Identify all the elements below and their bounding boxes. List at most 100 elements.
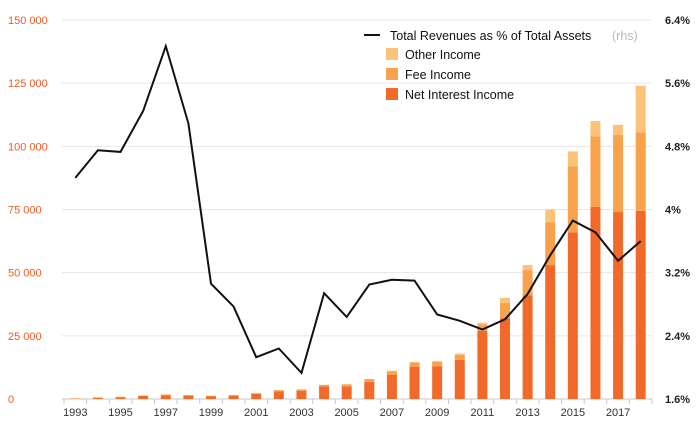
bar-segment-net-interest-income [319,386,330,399]
y-tick-label-right: 1.6% [665,394,690,406]
bar-segment-other-income [500,297,510,303]
bar-segment-net-interest-income [251,393,262,399]
x-tick-label: 2005 [334,407,358,419]
bar-segment-other-income [522,265,533,271]
bar-segment-net-interest-income [477,330,488,399]
bar-segment-fee-income [545,222,556,266]
bar-series [70,85,646,399]
bar-segment-fee-income [160,394,171,396]
bar-segment-fee-income [409,362,420,367]
bar-segment-net-interest-income [432,366,443,399]
bar-segment-net-interest-income [567,232,578,399]
y-tick-label-right: 4.8% [665,141,690,153]
right-axis: 1.6% 2.4% 3.2% 4% 4.8% 5.6% 6.4% [665,15,690,406]
bar-segment-other-income [386,370,397,372]
x-tick-label: 1993 [63,407,87,419]
bar-segment-fee-income [341,384,352,387]
legend-swatch-net-interest-income [386,88,398,100]
bar-segment-fee-income [567,166,578,233]
x-tick-label: 2017 [606,407,630,419]
line-total-revenues-pct [74,42,642,375]
bar-segment-net-interest-income [92,397,103,399]
y-tick-label-left: 100 000 [8,141,48,153]
bar-segment-fee-income [364,379,375,382]
bar-segment-net-interest-income [386,374,397,399]
bar-segment-other-income [545,209,556,223]
bar-segment-fee-income [454,354,465,360]
bar-segment-other-income [432,361,443,362]
bar-segment-other-income [590,121,601,137]
bar-segment-fee-income [590,136,601,207]
bar-segment-fee-income [296,389,307,391]
bar-segment-fee-income [228,394,239,396]
gridlines [62,19,652,400]
x-tick-label: 1995 [108,407,132,419]
bar-segment-fee-income [477,324,488,331]
legend-label-total-revenues: Total Revenues as % of Total Assets [390,29,591,43]
x-tick-label: 2009 [425,407,449,419]
bar-segment-other-income [409,361,420,363]
x-tick-label: 2003 [289,407,313,419]
bar-segment-other-income [567,151,578,167]
legend-note-rhs: (rhs) [612,29,638,43]
bar-segment-fee-income [251,393,262,394]
line-series [74,42,642,375]
bar-segment-fee-income [613,134,624,213]
y-tick-label-left: 75 000 [8,205,42,217]
y-tick-label-left: 25 000 [8,331,42,343]
bar-segment-net-interest-income [341,386,352,399]
bar-segment-fee-income [432,361,443,367]
y-tick-label-left: 50 000 [8,268,42,280]
legend-label-net-interest-income: Net Interest Income [405,88,514,102]
x-tick-label: 2001 [244,407,268,419]
x-tick-label: 2015 [561,407,585,419]
legend-label-other-income: Other Income [405,48,481,62]
bar-segment-net-interest-income [545,265,556,399]
legend-swatch-other-income [386,48,398,60]
bar-segment-fee-income [273,390,284,392]
x-tick-label: 2013 [515,407,539,419]
bar-segment-other-income [635,85,646,133]
bar-segment-fee-income [319,384,330,387]
bar-segment-fee-income [92,397,103,398]
bar-segment-net-interest-income [273,391,284,399]
bar-segment-fee-income [115,396,126,398]
legend-swatch-fee-income [386,68,398,80]
y-tick-label-right: 6.4% [665,15,690,27]
y-tick-label-left: 0 [8,394,14,406]
bar-segment-net-interest-income [206,396,216,399]
bar-segment-net-interest-income [454,359,465,399]
bar-segment-net-interest-income [364,381,375,399]
bar-segment-fee-income [138,395,149,396]
bar-segment-net-interest-income [138,395,149,399]
bar-segment-net-interest-income [296,390,307,399]
y-tick-label-right: 4% [665,205,681,217]
legend: Total Revenues as % of Total Assets (rhs… [364,29,638,102]
bar-segment-fee-income [206,395,216,397]
y-tick-label-left: 125 000 [8,78,48,90]
bar-segment-fee-income [635,132,646,211]
left-axis: 0 25 000 50 000 75 000 100 000 125 000 150 000 [8,15,48,406]
bar-segment-fee-income [522,270,533,296]
bar-segment-fee-income [500,302,510,319]
bar-segment-net-interest-income [183,395,194,399]
y-tick-label-right: 3.2% [665,268,690,280]
bar-segment-fee-income [183,394,194,396]
bar-segment-net-interest-income [635,210,646,399]
legend-label-fee-income: Fee Income [405,68,471,82]
y-tick-label-right: 5.6% [665,78,690,90]
x-tick-label: 2011 [471,407,495,419]
bar-segment-fee-income [386,371,397,375]
bar-segment-net-interest-income [160,395,171,399]
bar-segment-fee-income [70,398,81,399]
bar-segment-net-interest-income [522,295,533,399]
bar-segment-net-interest-income [590,206,601,399]
x-axis: 1993 1995 1997 1999 2001 2003 2005 2007 2009 2011… [63,399,653,419]
bar-segment-net-interest-income [500,318,510,399]
bar-segment-net-interest-income [228,395,239,399]
y-tick-label-left: 150 000 [8,15,48,27]
y-tick-label-right: 2.4% [665,331,690,343]
x-tick-label: 1999 [199,407,223,419]
bar-segment-net-interest-income [409,366,420,399]
